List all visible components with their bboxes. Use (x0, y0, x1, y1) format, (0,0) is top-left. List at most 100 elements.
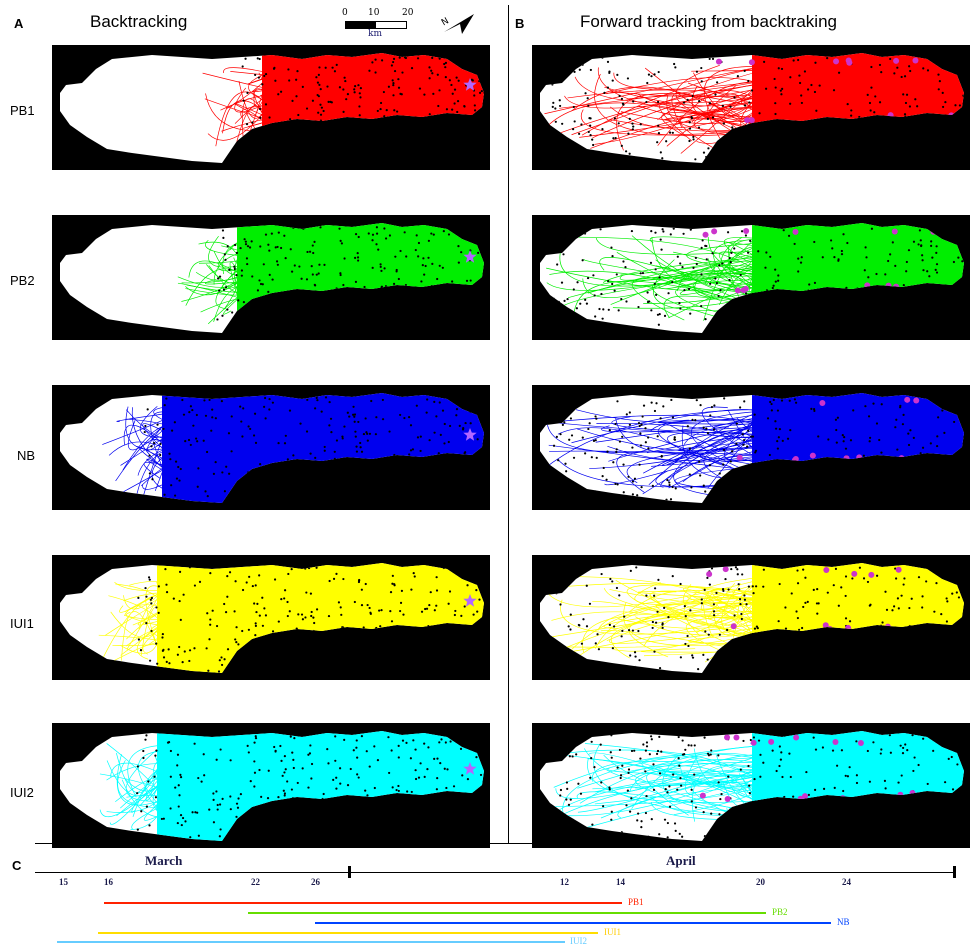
particle-dot (950, 812, 953, 815)
trajectory-line (666, 102, 786, 147)
particle-dot (393, 584, 396, 587)
particle-dot (329, 306, 333, 309)
particle-dot (311, 99, 315, 102)
particle-dot (216, 803, 219, 807)
particle-dot (307, 158, 311, 161)
particle-dot (925, 580, 928, 583)
particle-dot (231, 311, 234, 314)
trajectory-line (559, 250, 767, 287)
particle-dot (319, 156, 322, 159)
particle-dot (948, 480, 951, 483)
particle-dot (412, 739, 415, 742)
particle-dot (872, 402, 875, 405)
particle-dot (710, 405, 714, 409)
particle-dot (415, 404, 418, 407)
particle-dot (804, 601, 807, 604)
particle-dot (964, 254, 966, 256)
particle-dot (738, 588, 741, 591)
particle-dot (356, 460, 359, 463)
particle-dot (691, 654, 694, 657)
particle-dot (561, 423, 564, 426)
particle-dot (661, 626, 664, 629)
particle-dot (165, 583, 168, 586)
particle-dot (483, 268, 484, 271)
particle-dot (180, 823, 183, 827)
particle-dot (772, 398, 775, 402)
particle-dot (712, 603, 715, 606)
particle-dot (367, 232, 370, 235)
release-point (791, 457, 798, 464)
particle-dot (941, 91, 944, 94)
particle-dot (224, 258, 227, 261)
particle-dot (668, 785, 671, 788)
particle-dot (633, 749, 636, 752)
particle-dot (474, 304, 477, 307)
particle-dot (274, 79, 277, 82)
particle-dot (428, 66, 431, 69)
particle-dot (359, 818, 363, 821)
trajectory-line (682, 584, 785, 610)
particle-dot (145, 622, 148, 625)
particle-dot (640, 820, 643, 823)
particle-dot (778, 289, 781, 292)
particle-dot (387, 85, 390, 88)
particle-dot (876, 294, 879, 297)
particle-dot (397, 789, 400, 793)
particle-dot (937, 298, 940, 301)
particle-dot (734, 658, 738, 661)
trajectory-line (156, 581, 189, 602)
particle-dot (487, 66, 489, 68)
trajectory-line (727, 260, 760, 289)
particle-dot (187, 438, 191, 442)
particle-dot (414, 248, 417, 252)
particle-dot (614, 422, 617, 426)
day-label: 26 (311, 877, 320, 887)
particle-dot (136, 792, 139, 795)
particle-dot (671, 485, 674, 489)
particle-dot (935, 263, 939, 266)
trajectory-line (116, 754, 180, 806)
particle-dot (937, 416, 940, 419)
particle-dot (417, 776, 421, 779)
particle-dot (668, 481, 671, 484)
particle-dot (474, 468, 477, 472)
particle-dot (770, 656, 773, 659)
particle-dot (408, 148, 412, 151)
particle-dot (760, 836, 763, 840)
particle-dot (267, 134, 270, 137)
particle-dot (317, 73, 320, 76)
particle-dot (215, 624, 219, 628)
particle-dot (813, 136, 816, 140)
particle-dot (444, 741, 447, 744)
particle-dot (903, 113, 907, 116)
particle-dot (905, 270, 908, 273)
timeline-bar-label-nb: NB (837, 917, 850, 927)
particle-dot (455, 495, 458, 498)
particle-dot (611, 79, 614, 82)
particle-dot (815, 303, 818, 306)
particle-dot (259, 282, 263, 286)
particle-dot (559, 788, 563, 792)
particle-dot (933, 610, 936, 613)
particle-dot (306, 250, 309, 254)
particle-dot (233, 267, 236, 271)
particle-dot (887, 259, 890, 263)
particle-dot (644, 427, 647, 430)
particle-dot (931, 397, 935, 400)
particle-dot (721, 104, 724, 107)
particle-dot (253, 412, 257, 415)
particle-dot (385, 109, 388, 112)
particle-dot (483, 500, 484, 503)
particle-dot (242, 137, 245, 140)
particle-dot (359, 96, 362, 99)
particle-dot (717, 781, 720, 784)
particle-dot (689, 228, 692, 231)
scale-bar: 0 10 20 km (340, 8, 430, 44)
particle-dot (381, 303, 385, 306)
particle-dot (147, 576, 151, 579)
particle-dot (169, 807, 172, 810)
particle-dot (287, 68, 290, 71)
particle-dot (855, 740, 858, 743)
particle-dot (437, 300, 440, 303)
particle-dot (259, 245, 262, 248)
